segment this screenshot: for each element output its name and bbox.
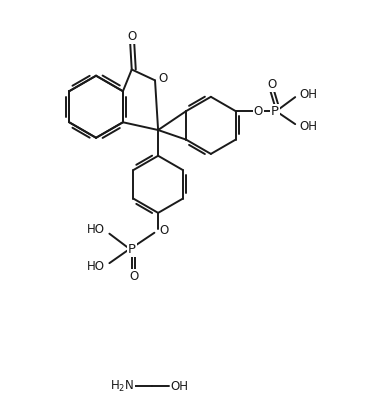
Text: HO: HO [87, 223, 106, 236]
Text: O: O [160, 224, 169, 237]
Text: P: P [271, 105, 279, 117]
Text: HO: HO [87, 260, 106, 273]
Text: P: P [128, 243, 136, 256]
Text: OH: OH [300, 120, 318, 133]
Text: O: O [267, 78, 276, 90]
Text: O: O [129, 270, 138, 283]
Text: OH: OH [171, 380, 189, 393]
Text: OH: OH [300, 88, 318, 101]
Text: H$_2$N: H$_2$N [110, 378, 135, 393]
Text: O: O [158, 72, 168, 85]
Text: O: O [254, 105, 263, 117]
Text: O: O [128, 30, 137, 43]
